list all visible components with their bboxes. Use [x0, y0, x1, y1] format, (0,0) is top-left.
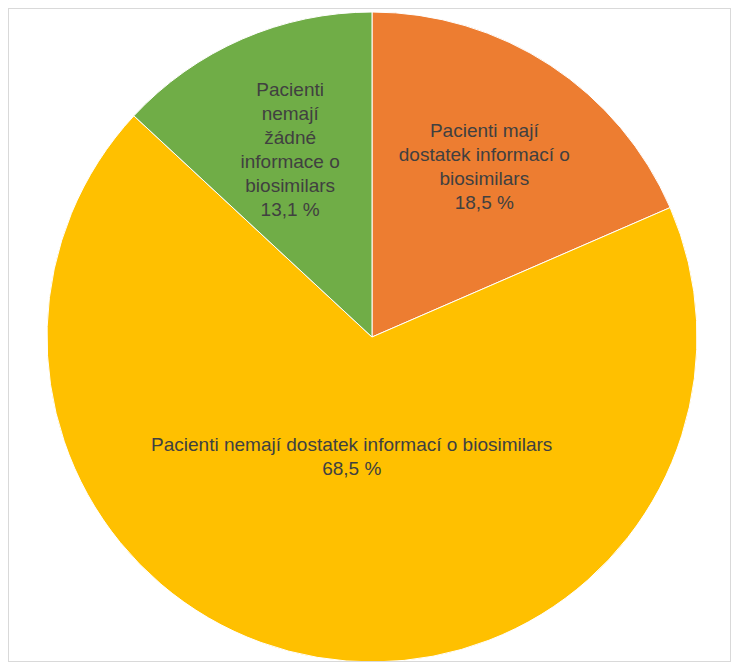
svg-text:Pacienti majídostatek informac: Pacienti majídostatek informací obiosimi…: [399, 119, 570, 212]
svg-text:Pacienti nemají dostatek infor: Pacienti nemají dostatek informací o bio…: [151, 433, 552, 478]
svg-text:Pacientinemajížádnéinformace o: Pacientinemajížádnéinformace obiosimilar…: [241, 79, 340, 220]
